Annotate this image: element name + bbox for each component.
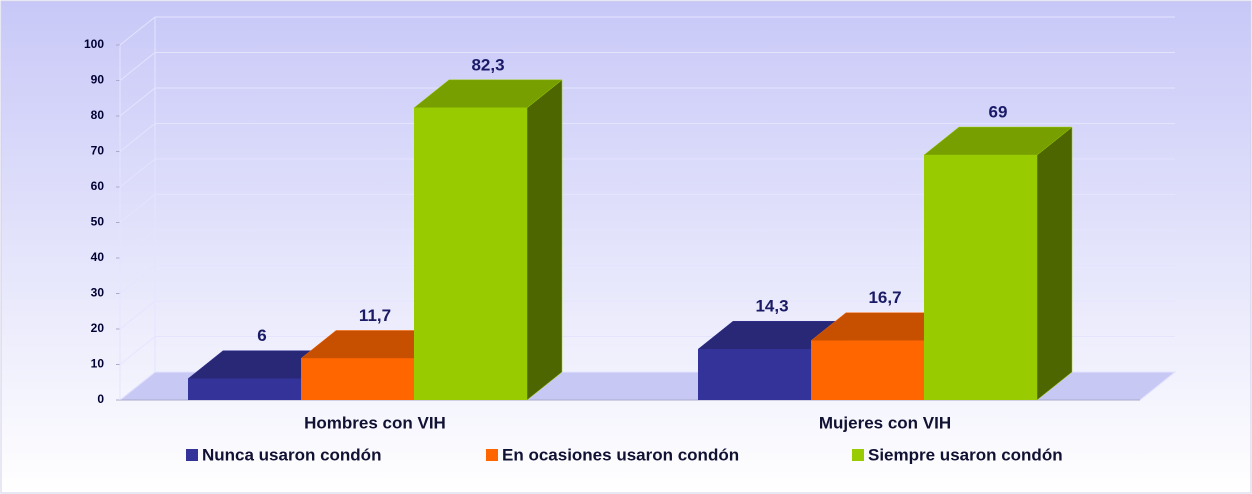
data-label: 69 [989,103,1008,122]
y-tick-label: 80 [91,108,105,122]
x-tick-label: Mujeres con VIH [819,413,951,432]
grid-line [119,300,156,330]
bar [301,358,414,400]
grid-line [119,265,156,294]
legend-label: Siempre usaron condón [868,445,1063,464]
legend-swatch [852,449,864,461]
y-tick-label: 40 [91,250,105,264]
x-tick-label: Hombres con VIH [304,413,446,432]
grid-line [119,87,156,117]
grid-line [119,336,156,365]
grid-line [119,229,156,259]
y-tick-label: 0 [97,392,104,406]
data-label: 14,3 [755,297,788,316]
bar [811,340,924,400]
data-label: 82,3 [471,55,504,74]
grid-line [119,158,156,188]
bar [414,107,527,401]
legend-label: Nunca usaron condón [202,445,381,464]
y-tick-label: 60 [91,179,105,193]
bar-side [526,79,563,401]
grid-line [119,194,156,223]
data-label: 6 [257,326,266,345]
y-tick-label: 20 [91,321,105,335]
grid-line [119,123,156,152]
bar [924,155,1037,400]
legend-swatch [486,449,498,461]
y-tick-label: 30 [91,286,105,300]
bar [698,349,811,400]
grid-line [119,52,156,81]
y-tick-label: 10 [91,357,105,371]
data-label: 11,7 [359,306,391,325]
y-tick-label: 70 [91,144,105,158]
grid-line [119,16,156,46]
y-tick-label: 50 [91,215,105,229]
bar [188,378,301,400]
grid-line [119,371,156,401]
bar-side [1036,126,1073,401]
data-label: 16,7 [868,288,901,307]
legend-swatch [186,449,198,461]
y-tick-label: 100 [84,37,104,51]
legend-label: En ocasiones usaron condón [502,445,739,464]
y-tick-label: 90 [91,73,105,87]
